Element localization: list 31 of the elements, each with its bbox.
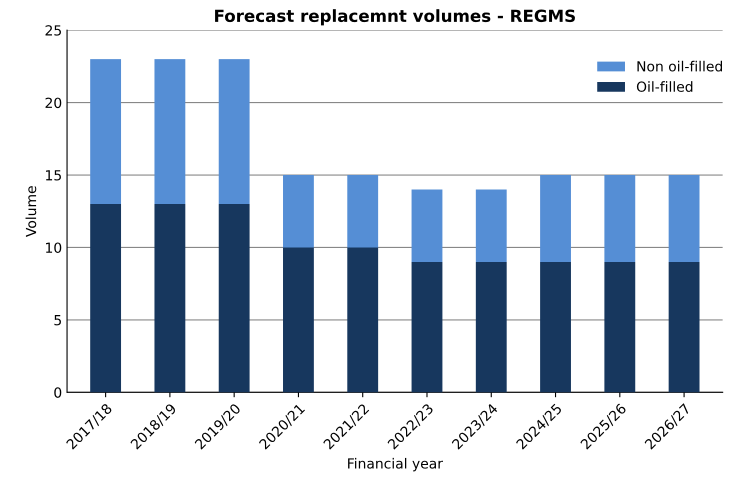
y-tick-label: 10 bbox=[46, 242, 62, 253]
bar bbox=[476, 262, 507, 392]
y-tick-label: 20 bbox=[46, 98, 62, 108]
y-axis-title: Volume bbox=[26, 186, 36, 237]
bar bbox=[90, 59, 122, 204]
bar bbox=[412, 190, 442, 262]
bar bbox=[218, 59, 250, 204]
x-axis-title: Financial year bbox=[348, 458, 443, 472]
bar bbox=[540, 262, 571, 392]
bar bbox=[218, 204, 250, 392]
bar bbox=[604, 262, 636, 392]
y-tick-label: 25 bbox=[46, 25, 61, 36]
legend-label: Non oil-filled bbox=[637, 60, 722, 72]
bar bbox=[154, 204, 186, 392]
bar bbox=[347, 247, 378, 392]
bar bbox=[476, 190, 507, 262]
bar bbox=[283, 247, 314, 392]
bar bbox=[90, 204, 122, 392]
y-tick-label: 5 bbox=[54, 315, 61, 326]
bar bbox=[668, 262, 700, 392]
bar bbox=[347, 175, 378, 248]
chart-title: Forecast replacemnt volumes - REGMS bbox=[215, 9, 575, 26]
bar bbox=[668, 175, 700, 262]
bar bbox=[283, 175, 314, 248]
y-tick-label: 0 bbox=[54, 387, 62, 398]
legend-label: Oil-filled bbox=[636, 81, 692, 92]
bar bbox=[154, 59, 186, 204]
y-tick-label: 15 bbox=[46, 170, 61, 181]
bar bbox=[604, 175, 636, 262]
bar bbox=[412, 262, 442, 392]
bar bbox=[540, 175, 571, 262]
